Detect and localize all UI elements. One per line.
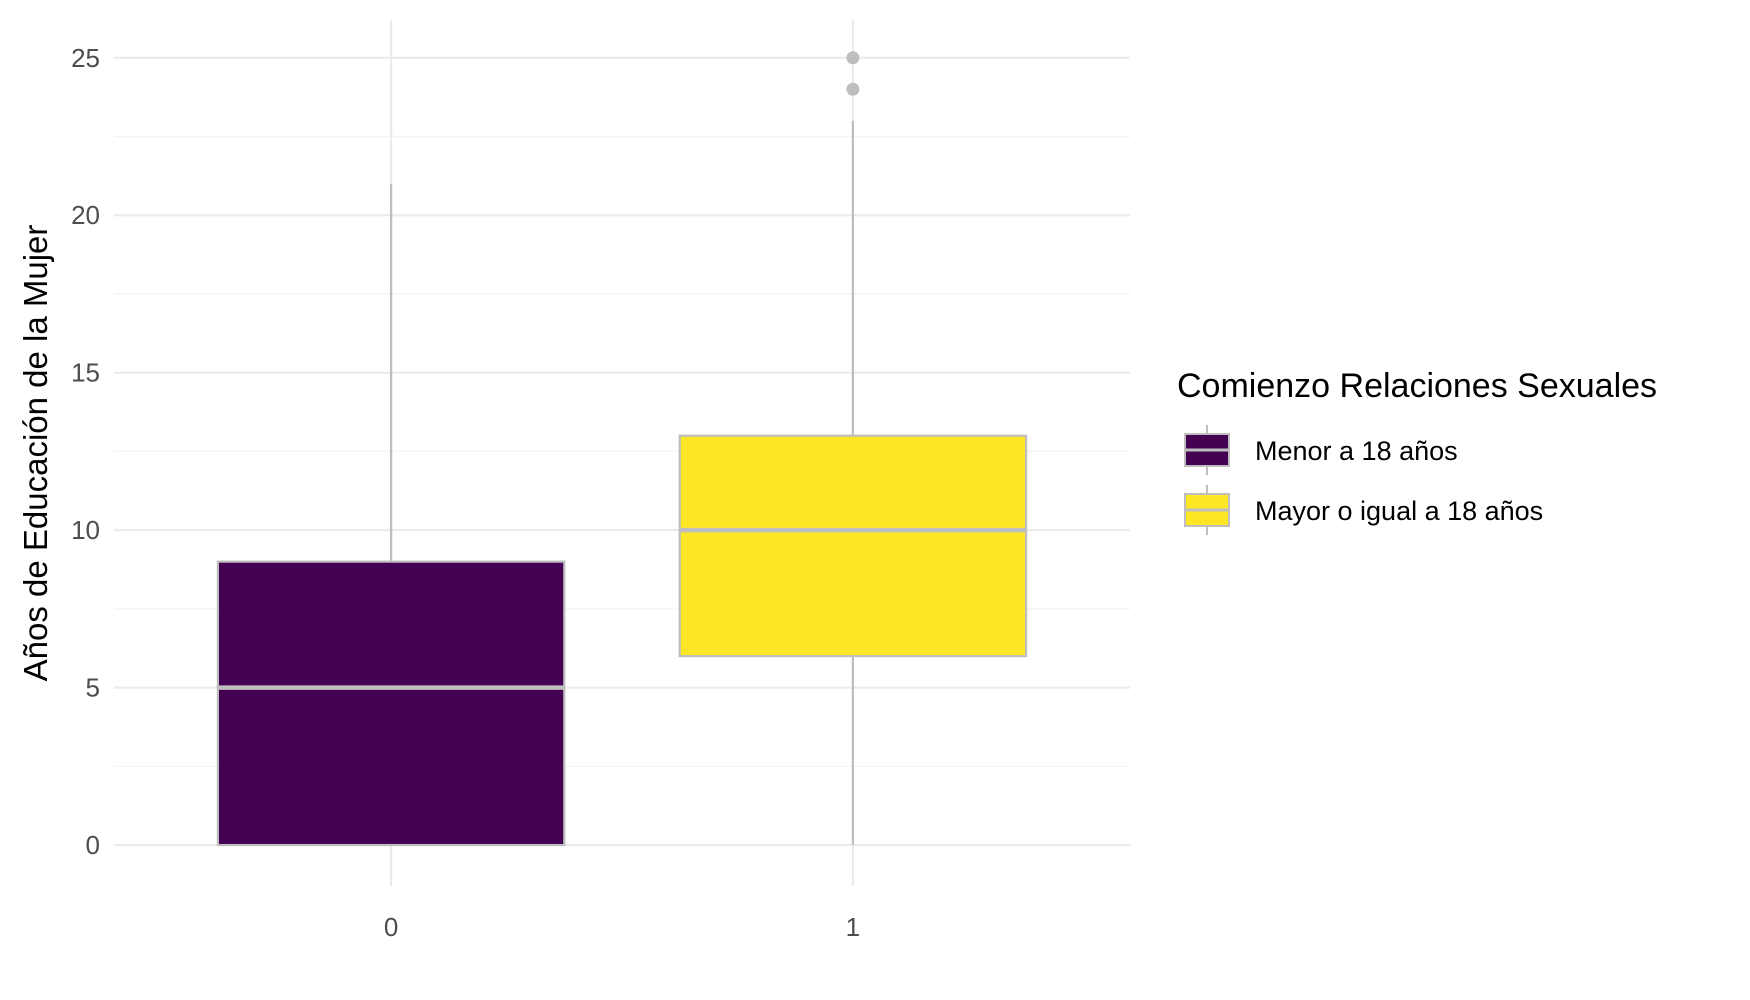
x-tick-label: 0	[384, 912, 398, 942]
x-tick-label: 1	[846, 912, 860, 942]
legend-label: Mayor o igual a 18 años	[1255, 496, 1543, 526]
y-axis-title: Años de Educación de la Mujer	[17, 225, 54, 682]
y-tick-label: 0	[86, 830, 100, 860]
legend-title: Comienzo Relaciones Sexuales	[1177, 367, 1657, 405]
legend-label: Menor a 18 años	[1255, 436, 1458, 466]
box-0	[216, 560, 566, 847]
y-tick-label: 25	[71, 43, 100, 73]
box-1	[678, 434, 1028, 658]
outlier-point	[846, 51, 860, 65]
y-tick-label: 5	[86, 673, 100, 703]
y-tick-label: 10	[71, 515, 100, 545]
y-tick-label: 15	[71, 358, 100, 388]
outlier-point	[846, 82, 860, 96]
y-tick-label: 20	[71, 200, 100, 230]
